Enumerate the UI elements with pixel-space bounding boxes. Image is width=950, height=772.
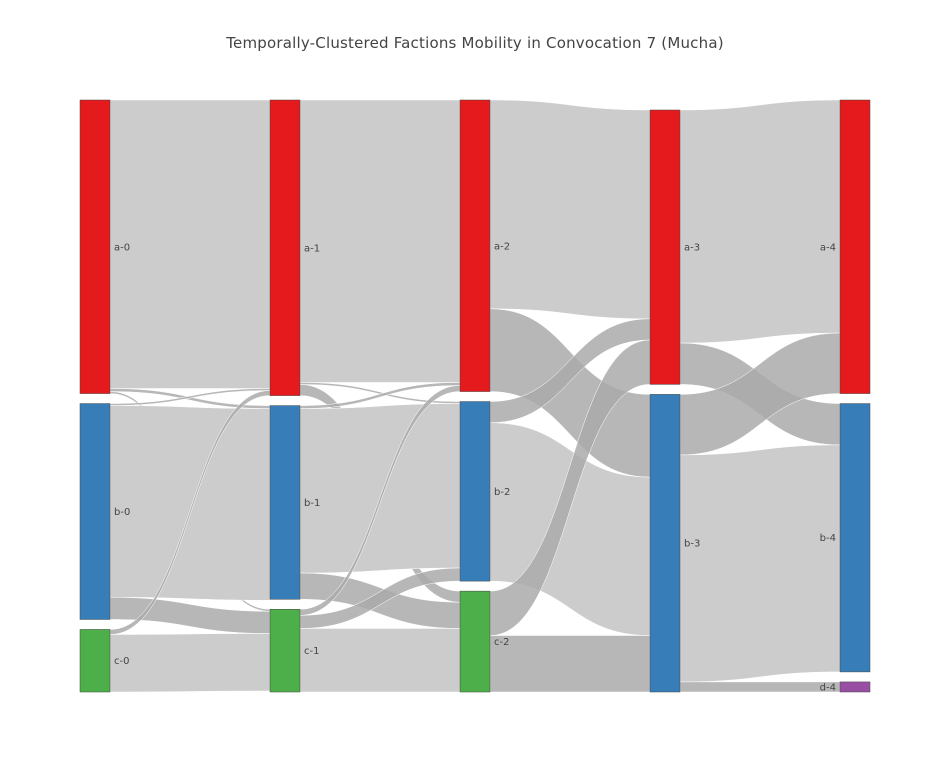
node-label-c-1: c-1 [304,646,319,657]
node-label-a-4: a-4 [820,242,836,253]
link-b-1-to-b-2 [299,403,461,574]
node-label-b-2: b-2 [494,487,510,498]
node-b-2[interactable] [459,401,491,582]
node-label-c-0: c-0 [114,656,129,667]
link-a-3-to-a-4 [679,99,841,344]
node-b-0[interactable] [79,403,111,620]
link-b-0-to-b-1 [109,405,271,601]
node-b-4[interactable] [839,403,871,673]
node-a-1[interactable] [269,99,301,396]
node-label-a-1: a-1 [304,243,320,254]
chart-title: Temporally-Clustered Factions Mobility i… [226,34,724,52]
nodes-layer [79,99,871,693]
node-b-3[interactable] [649,394,681,693]
node-c-0[interactable] [79,629,111,693]
link-b-3-to-d-4 [679,681,841,693]
link-a-0-to-a-1 [109,99,271,389]
node-a-2[interactable] [459,99,491,392]
node-label-a-3: a-3 [684,243,700,254]
node-label-b-1: b-1 [304,498,320,509]
node-label-b-0: b-0 [114,507,130,518]
node-b-1[interactable] [269,405,301,600]
node-c-2[interactable] [459,590,491,693]
link-a-1-to-a-2 [299,99,461,383]
link-c-2-to-b-3 [489,635,651,693]
node-a-3[interactable] [649,109,681,385]
node-label-b-3: b-3 [684,539,700,550]
node-a-4[interactable] [839,99,871,394]
node-label-b-4: b-4 [820,533,836,544]
node-c-1[interactable] [269,609,301,693]
link-c-0-to-c-1 [109,633,271,693]
node-label-c-2: c-2 [494,637,509,648]
link-c-1-to-c-2 [299,628,461,693]
link-a-2-to-a-3 [489,99,651,320]
link-b-3-to-b-4 [679,444,841,683]
labels-layer: a-0 b-0 c-0 a-1 b-1 c-1 a-2 b-2 c-2 a-3 b-3 a-4 b-4 d… [114,241,836,693]
node-a-0[interactable] [79,99,111,394]
node-label-d-4: d-4 [820,682,836,693]
node-label-a-2: a-2 [494,241,510,252]
links-layer [109,99,841,693]
node-label-a-0: a-0 [114,242,130,253]
node-d-4[interactable] [839,681,871,693]
